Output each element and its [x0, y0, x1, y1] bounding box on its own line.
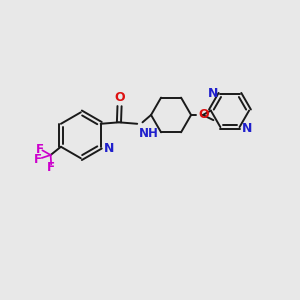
Text: F: F [47, 161, 55, 174]
Text: NH: NH [139, 127, 159, 140]
Text: N: N [208, 87, 218, 100]
Text: N: N [242, 122, 252, 134]
Text: F: F [35, 143, 44, 156]
Text: O: O [198, 109, 209, 122]
Text: F: F [34, 153, 42, 166]
Text: N: N [103, 142, 114, 155]
Text: O: O [114, 91, 125, 104]
